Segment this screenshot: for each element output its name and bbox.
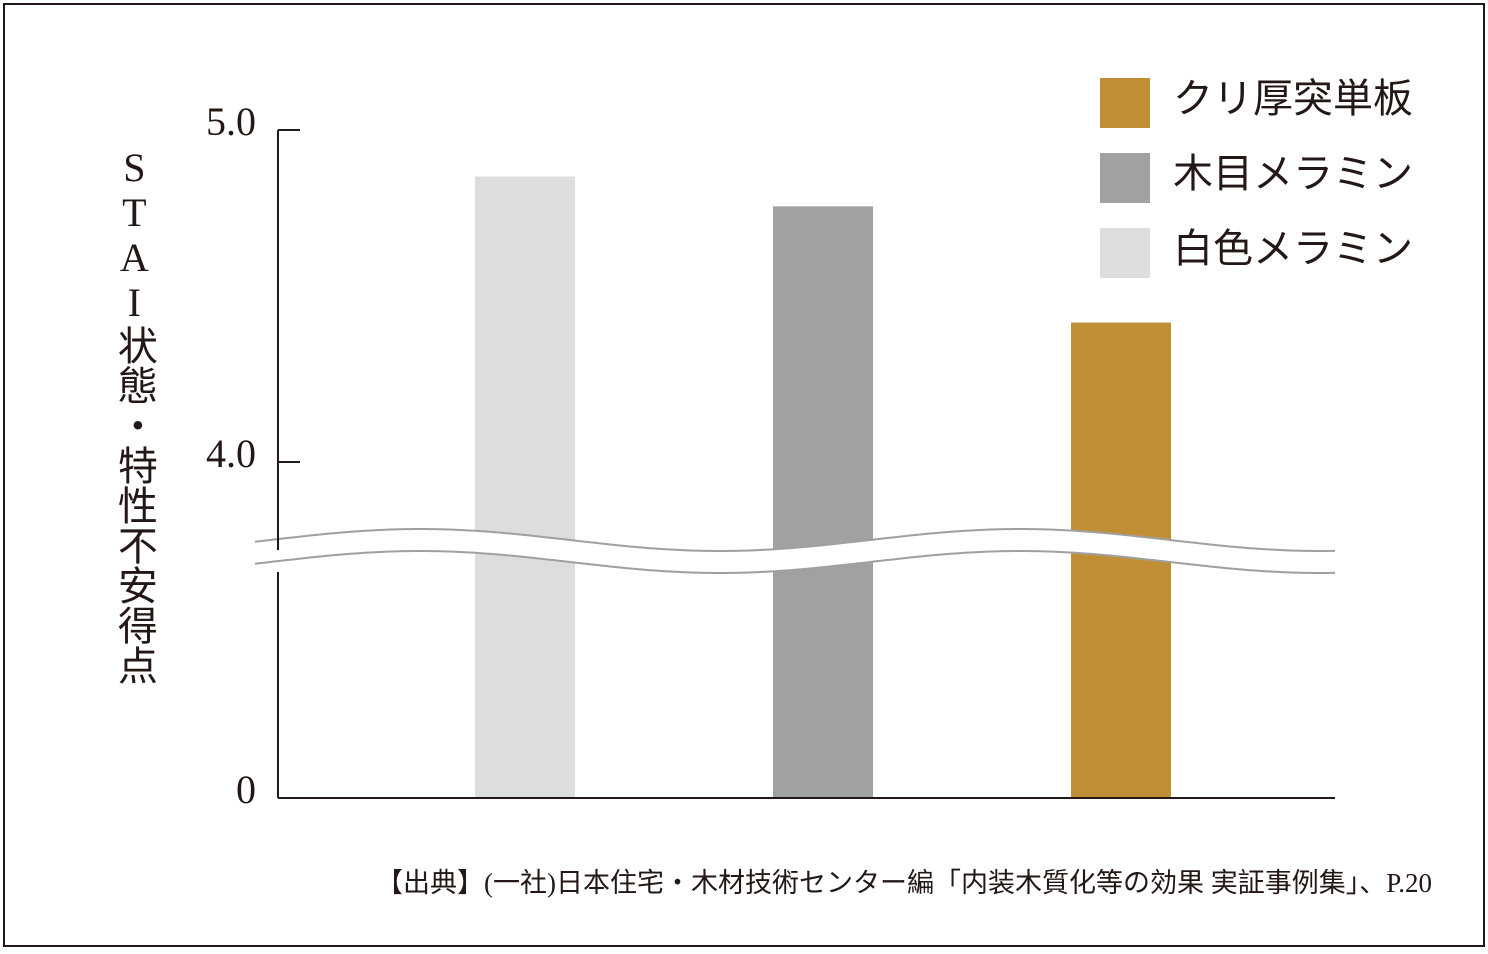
axis-break-fill	[255, 529, 1335, 573]
axis-break-line	[254, 528, 1335, 552]
bar	[475, 176, 575, 799]
legend-swatch	[1100, 78, 1150, 128]
source-note: 【出典】(一社)日本住宅・木材技術センター編「内装木質化等の効果 実証事例集」、…	[376, 868, 1432, 898]
legend-label: 木目メラミン	[1173, 151, 1413, 196]
y-tick-label: 4.0	[206, 431, 256, 476]
y-axis-label: STAI状態・特性不安得点	[112, 145, 158, 685]
legend-swatch	[1100, 153, 1150, 203]
axis-break-line	[254, 550, 1335, 574]
legend-swatch	[1100, 228, 1150, 278]
y-tick-label: 5.0	[206, 99, 256, 144]
frame	[3, 3, 1485, 947]
y-tick-label: 0	[236, 767, 256, 812]
legend-label: クリ厚突単板	[1173, 76, 1413, 121]
legend-label: 白色メラミン	[1173, 226, 1413, 271]
bar	[773, 206, 873, 799]
